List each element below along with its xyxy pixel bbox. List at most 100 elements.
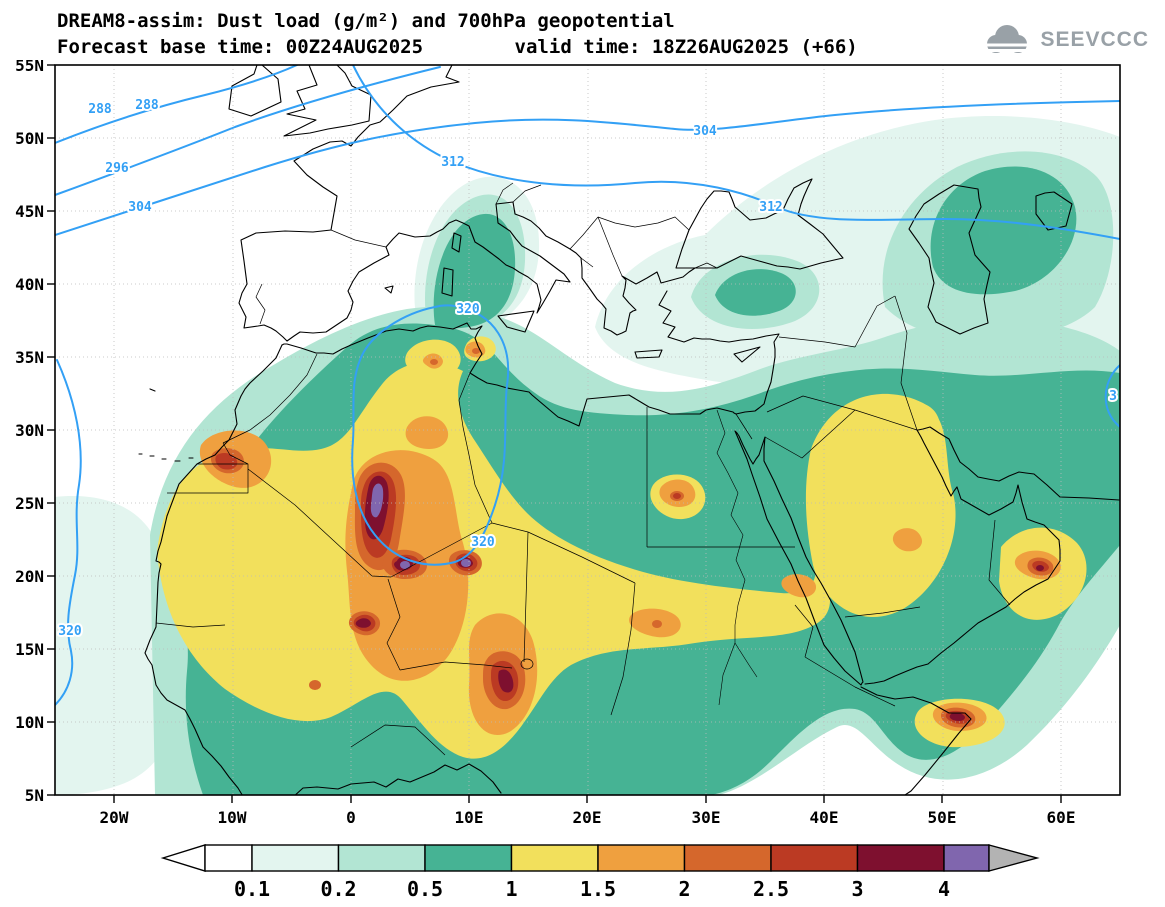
dust-blob <box>433 213 516 329</box>
title-line-1: DREAM8-assim: Dust load (g/m²) and 700hP… <box>57 10 675 32</box>
legend-arrow-left <box>160 844 206 872</box>
dust-blob <box>309 680 321 690</box>
dust-blob <box>781 574 817 598</box>
lat-tick-label: 15N <box>15 640 44 659</box>
dust-blob <box>892 528 923 552</box>
lat-axis-labels: 55N 50N 45N 40N 35N 30N 25N 20N 15N 10N … <box>15 60 44 805</box>
coastline-british-isles <box>228 65 372 137</box>
lat-tick-label: 45N <box>15 202 44 221</box>
legend-value: 0.2 <box>320 877 356 901</box>
contour-label: 320 <box>471 535 495 550</box>
coastline-somalia <box>860 686 972 795</box>
map: 55N 50N 45N 40N 35N 30N 25N 20N 15N 10N … <box>15 60 1121 827</box>
dust-blob <box>405 416 449 449</box>
lat-tick-label: 55N <box>15 60 44 75</box>
geopotential-contour-304 <box>55 100 1120 236</box>
contour-label: 320 <box>58 624 82 639</box>
contour-label: 288 <box>135 98 159 113</box>
lon-axis-labels: 20W 10W 0 10E 20E 30E 40E 50E 60E <box>100 808 1076 827</box>
dust-blob <box>55 496 176 795</box>
islands-atlantic <box>138 388 194 462</box>
contour-label: 288 <box>88 102 112 117</box>
dust-blob <box>157 362 831 759</box>
lat-tick-label: 30N <box>15 421 44 440</box>
dust-blob <box>930 166 1077 295</box>
lon-tick-label: 10W <box>218 808 247 827</box>
contour-label: 304 <box>693 124 717 139</box>
geopotential-contour-320-west <box>55 359 82 706</box>
dust-blob <box>715 269 796 316</box>
dust-blob <box>430 359 438 365</box>
dust-blob <box>400 561 410 569</box>
seevccc-logo: SEEVCCC <box>979 20 1149 60</box>
map-frame <box>54 64 1121 796</box>
graticule <box>55 65 1120 795</box>
lat-tick-label: 20N <box>15 567 44 586</box>
lon-axis <box>113 795 1062 803</box>
dust-shading-1-1.5 <box>157 336 1087 759</box>
dust-blob <box>673 493 681 499</box>
lat-tick-label: 25N <box>15 494 44 513</box>
legend-cell <box>204 844 253 872</box>
dust-blob <box>886 401 940 442</box>
coastlines <box>138 65 1120 795</box>
dust-blob <box>370 483 384 518</box>
contour-label: 296 <box>105 161 129 176</box>
lat-axis <box>47 64 55 796</box>
coastline-red-sea <box>734 430 864 686</box>
legend-value: 1 <box>505 877 517 901</box>
lat-tick-label: 10N <box>15 713 44 732</box>
geopotential-contour-296 <box>55 66 441 196</box>
legend-cell <box>424 844 513 872</box>
dust-blob <box>355 618 371 628</box>
contour-label: 312 <box>759 200 782 215</box>
lat-tick-label: 40N <box>15 275 44 294</box>
legend-value: 1.5 <box>580 877 616 901</box>
coastline-caspian-sea <box>908 184 991 335</box>
coastline-black-sea <box>675 178 844 270</box>
dust-blob <box>805 393 956 618</box>
lon-tick-label: 30E <box>692 808 721 827</box>
borders-europe <box>255 182 718 325</box>
legend-colorbar: 0.1 0.2 0.5 1 1.5 2 2.5 3 4 <box>160 844 1040 901</box>
legend-cell <box>251 844 340 872</box>
dust-blob <box>472 348 480 354</box>
legend-cell <box>597 844 686 872</box>
borders-africa <box>155 353 795 756</box>
legend-value: 3 <box>851 877 863 901</box>
contour-label: 320 <box>456 302 480 317</box>
geopotential-contour-288 <box>55 65 298 144</box>
geopotential-contour-312 <box>352 65 1120 240</box>
logo-text: SEEVCCC <box>1040 28 1149 51</box>
lon-tick-label: 40E <box>810 808 839 827</box>
coastline-west-africa <box>144 344 283 795</box>
dust-blob <box>498 669 514 693</box>
plot-titles: DREAM8-assim: Dust load (g/m²) and 700hP… <box>57 8 858 60</box>
lat-tick-label: 5N <box>25 786 44 805</box>
lon-tick-label: 50E <box>928 808 957 827</box>
coastline-arabia <box>864 429 1061 685</box>
coastline-europe-mediterranean <box>238 65 696 342</box>
legend-cell <box>337 844 426 872</box>
country-borders <box>155 182 1011 756</box>
legend-cell <box>510 844 599 872</box>
legend-value: 2 <box>678 877 690 901</box>
title-line-2: Forecast base time: 00Z24AUG2025 valid t… <box>57 36 858 58</box>
contour-label: 312 <box>441 155 464 170</box>
cloud-icon <box>984 25 1030 53</box>
lon-tick-label: 10E <box>455 808 484 827</box>
lon-tick-label: 20E <box>573 808 602 827</box>
lon-tick-label: 60E <box>1047 808 1076 827</box>
legend-value: 0.5 <box>407 877 443 901</box>
dust-blob <box>1036 565 1044 571</box>
dust-blob <box>652 620 662 628</box>
coastline-aral-sea <box>1035 191 1073 231</box>
legend-cell <box>770 844 859 872</box>
dust-blob <box>215 453 238 470</box>
lat-tick-label: 35N <box>15 348 44 367</box>
islands-mediterranean <box>384 232 761 363</box>
lat-tick-label: 50N <box>15 129 44 148</box>
geopotential-contours <box>55 65 1120 706</box>
geopotential-contour-east-edge <box>1104 364 1120 428</box>
